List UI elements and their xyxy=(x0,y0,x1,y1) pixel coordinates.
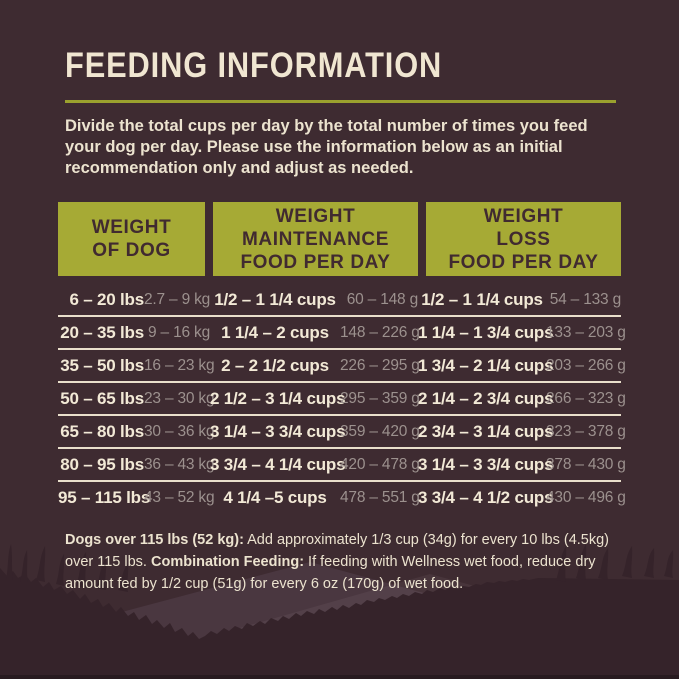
header-weight-loss: WEIGHT LOSS FOOD PER DAY xyxy=(426,202,621,277)
loss-grams: 430 – 496 g xyxy=(546,489,626,507)
maintenance-grams: 148 – 226 g xyxy=(340,324,420,342)
weight-lbs: 20 – 35 lbs xyxy=(60,323,144,343)
loss-grams: 133 – 203 g xyxy=(546,324,626,342)
weight-kg: 30 – 36 kg xyxy=(144,423,215,441)
row-divider xyxy=(58,447,621,450)
row-divider xyxy=(58,480,621,483)
grass-silhouette xyxy=(0,568,679,679)
header-weight-maintenance-label: WEIGHT MAINTENANCE FOOD PER DAY xyxy=(240,205,391,273)
maintenance-grams: 226 – 295 g xyxy=(340,357,420,375)
loss-grams: 266 – 323 g xyxy=(546,390,626,408)
weight-kg: 23 – 30 kg xyxy=(144,390,215,408)
row-divider xyxy=(58,381,621,384)
table-row: 80 – 95 lbs 36 – 43 kg 3 3/4 – 4 1/4 cup… xyxy=(58,449,626,480)
landscape-silhouette xyxy=(0,544,679,679)
footnote-combination-label: Combination Feeding: xyxy=(150,554,305,571)
weight-kg: 9 – 16 kg xyxy=(148,324,210,342)
loss-cups: 3 1/4 – 3 3/4 cups xyxy=(418,455,554,475)
header-weight-loss-label: WEIGHT LOSS FOOD PER DAY xyxy=(448,205,599,273)
loss-cups: 2 3/4 – 3 1/4 cups xyxy=(418,422,554,442)
loss-grams: 378 – 430 g xyxy=(546,456,626,474)
weight-lbs: 6 – 20 lbs xyxy=(69,290,144,310)
maintenance-cups: 2 – 2 1/2 cups xyxy=(221,356,329,376)
maintenance-cups: 3 3/4 – 4 1/4 cups xyxy=(210,455,346,475)
weight-kg: 2.7 – 9 kg xyxy=(144,291,211,309)
footnote-over-115-text: Add approximately 1/3 cup (34g) for ever… xyxy=(65,532,610,571)
table-row: 95 – 115 lbs 43 – 52 kg 4 1/4 –5 cups 47… xyxy=(58,482,626,513)
loss-grams: 203 – 266 g xyxy=(546,357,626,375)
loss-grams: 323 – 378 g xyxy=(546,423,626,441)
maintenance-grams: 60 – 148 g xyxy=(346,291,418,309)
table-row: 6 – 20 lbs 2.7 – 9 kg 1/2 – 1 1/4 cups 6… xyxy=(58,284,621,315)
header-weight-of-dog-label: WEIGHT OF DOG xyxy=(91,217,172,262)
loss-cups: 1 1/4 – 1 3/4 cups xyxy=(418,323,554,343)
loss-cups: 1 3/4 – 2 1/4 cups xyxy=(418,356,554,376)
weight-lbs: 50 – 65 lbs xyxy=(60,389,144,409)
table-row: 65 – 80 lbs 30 – 36 kg 3 1/4 – 3 3/4 cup… xyxy=(58,416,626,447)
maintenance-cups: 1 1/4 – 2 cups xyxy=(221,323,329,343)
weight-kg: 16 – 23 kg xyxy=(144,357,215,375)
header-weight-maintenance: WEIGHT MAINTENANCE FOOD PER DAY xyxy=(213,202,418,277)
table-row: 50 – 65 lbs 23 – 30 kg 2 1/2 – 3 1/4 cup… xyxy=(58,383,626,414)
maintenance-grams: 295 – 359 g xyxy=(340,390,420,408)
row-divider xyxy=(58,414,621,417)
loss-grams: 54 – 133 g xyxy=(549,291,621,309)
feeding-footnote: Dogs over 115 lbs (52 kg): Add approxima… xyxy=(65,530,617,595)
bottom-edge-strip xyxy=(0,675,679,679)
footnote-over-115-label: Dogs over 115 lbs (52 kg): xyxy=(65,532,244,549)
table-row: 20 – 35 lbs 9 – 16 kg 1 1/4 – 2 cups 148… xyxy=(58,317,626,348)
grass-tuft-right xyxy=(556,544,674,582)
row-divider xyxy=(58,348,621,351)
maintenance-cups: 4 1/4 –5 cups xyxy=(223,488,327,508)
grass-tuft-left xyxy=(6,544,129,592)
weight-lbs: 65 – 80 lbs xyxy=(60,422,144,442)
loss-cups: 2 1/4 – 2 3/4 cups xyxy=(418,389,554,409)
maintenance-cups: 3 1/4 – 3 3/4 cups xyxy=(210,422,346,442)
weight-kg: 36 – 43 kg xyxy=(144,456,215,474)
loss-cups: 3 3/4 – 4 1/2 cups xyxy=(418,488,554,508)
weight-lbs: 35 – 50 lbs xyxy=(60,356,144,376)
intro-text: Divide the total cups per day by the tot… xyxy=(65,117,588,178)
maintenance-grams: 359 – 420 g xyxy=(340,423,420,441)
maintenance-cups: 2 1/2 – 3 1/4 cups xyxy=(210,389,346,409)
title-underline xyxy=(65,100,616,103)
feeding-table: 6 – 20 lbs 2.7 – 9 kg 1/2 – 1 1/4 cups 6… xyxy=(58,284,626,513)
page-title: FEEDING INFORMATION xyxy=(65,46,443,85)
maintenance-grams: 478 – 551 g xyxy=(340,489,420,507)
weight-kg: 43 – 52 kg xyxy=(144,489,215,507)
weight-lbs: 80 – 95 lbs xyxy=(60,455,144,475)
loss-cups: 1/2 – 1 1/4 cups xyxy=(421,290,543,310)
footnote-combination-text: If feeding with Wellness wet food, reduc… xyxy=(65,554,596,592)
maintenance-cups: 1/2 – 1 1/4 cups xyxy=(214,290,336,310)
table-row: 35 – 50 lbs 16 – 23 kg 2 – 2 1/2 cups 22… xyxy=(58,350,626,381)
row-divider xyxy=(58,315,621,318)
table-header-row: WEIGHT OF DOG WEIGHT MAINTENANCE FOOD PE… xyxy=(58,202,621,277)
weight-lbs: 95 – 115 lbs xyxy=(58,488,151,508)
header-weight-of-dog: WEIGHT OF DOG xyxy=(58,202,205,277)
maintenance-grams: 420 – 478 g xyxy=(340,456,420,474)
